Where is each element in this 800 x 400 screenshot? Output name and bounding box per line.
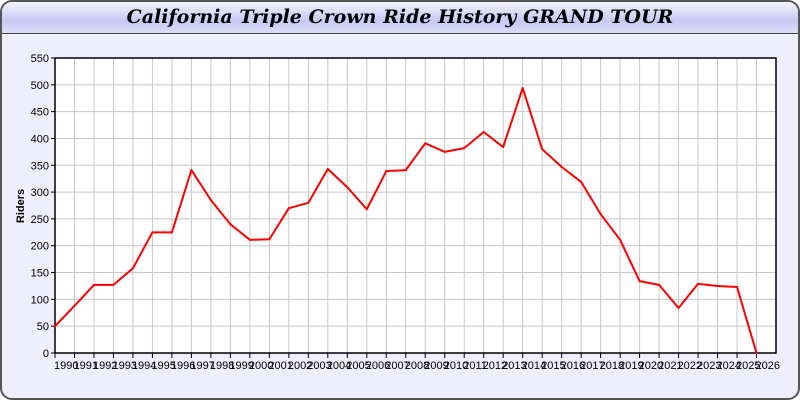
y-axis-label: Riders bbox=[15, 189, 27, 223]
chart-title: California Triple Crown Ride History GRA… bbox=[126, 6, 674, 28]
y-tick-label: 0 bbox=[43, 348, 49, 360]
data-point bbox=[73, 304, 76, 307]
x-tick-label: 1990 bbox=[54, 360, 78, 372]
data-point bbox=[424, 142, 427, 145]
data-point bbox=[443, 150, 446, 153]
data-point bbox=[716, 284, 719, 287]
x-tick-label: 2019 bbox=[619, 360, 643, 372]
title-bar: California Triple Crown Ride History GRA… bbox=[2, 2, 798, 34]
y-tick-label: 400 bbox=[31, 133, 49, 145]
y-tick-label: 100 bbox=[31, 294, 49, 306]
x-tick-label: 2011 bbox=[463, 360, 487, 372]
x-tick-label: 2003 bbox=[307, 360, 331, 372]
y-tick-label: 350 bbox=[31, 160, 49, 172]
y-tick-label: 300 bbox=[31, 187, 49, 199]
data-point bbox=[209, 199, 212, 202]
y-tick-label: 550 bbox=[31, 53, 49, 65]
data-point bbox=[638, 280, 641, 283]
x-tick-label: 1992 bbox=[93, 360, 117, 372]
data-point bbox=[92, 283, 95, 286]
data-point bbox=[365, 208, 368, 211]
y-tick-label: 200 bbox=[31, 241, 49, 253]
data-point bbox=[131, 267, 134, 270]
x-tick-label: 2018 bbox=[600, 360, 624, 372]
x-tick-label: 2016 bbox=[561, 360, 585, 372]
data-point bbox=[346, 186, 349, 189]
x-tick-label: 1999 bbox=[229, 360, 253, 372]
x-tick-label: 2024 bbox=[717, 360, 741, 372]
data-point bbox=[580, 180, 583, 183]
data-point bbox=[307, 201, 310, 204]
x-tick-label: 2021 bbox=[658, 360, 682, 372]
data-point bbox=[229, 223, 232, 226]
data-point bbox=[502, 146, 505, 149]
x-tick-label: 2017 bbox=[580, 360, 604, 372]
y-tick-label: 500 bbox=[31, 80, 49, 92]
x-tick-label: 2014 bbox=[522, 360, 546, 372]
data-point bbox=[697, 282, 700, 285]
data-point bbox=[619, 238, 622, 241]
x-tick-label: 2026 bbox=[756, 360, 780, 372]
x-tick-label: 1996 bbox=[171, 360, 195, 372]
data-point bbox=[755, 352, 758, 354]
y-tick-label: 450 bbox=[31, 107, 49, 119]
data-point bbox=[151, 231, 154, 234]
y-tick-label: 50 bbox=[37, 321, 49, 333]
data-point bbox=[658, 283, 661, 286]
data-point bbox=[599, 213, 602, 216]
x-tick-label: 2020 bbox=[639, 360, 663, 372]
x-tick-label: 1993 bbox=[112, 360, 136, 372]
data-point bbox=[190, 169, 193, 172]
x-tick-label: 2001 bbox=[268, 360, 292, 372]
x-tick-label: 2005 bbox=[346, 360, 370, 372]
plot-border bbox=[54, 57, 777, 354]
x-tick-label: 2013 bbox=[502, 360, 526, 372]
x-tick-label: 2007 bbox=[385, 360, 409, 372]
data-point bbox=[404, 169, 407, 172]
x-tick-label: 2002 bbox=[288, 360, 312, 372]
x-tick-label: 2012 bbox=[483, 360, 507, 372]
x-tick-label: 2000 bbox=[249, 360, 273, 372]
x-tick-label: 2009 bbox=[424, 360, 448, 372]
data-point bbox=[112, 283, 115, 286]
plot-area bbox=[55, 58, 776, 353]
data-point bbox=[170, 231, 173, 234]
x-tick-label: 1997 bbox=[190, 360, 214, 372]
x-tick-label: 2010 bbox=[444, 360, 468, 372]
data-point bbox=[326, 168, 329, 171]
x-tick-label: 2022 bbox=[678, 360, 702, 372]
x-tick-label: 2023 bbox=[697, 360, 721, 372]
y-tick-label: 150 bbox=[31, 268, 49, 280]
data-point bbox=[541, 148, 544, 151]
x-tick-label: 1994 bbox=[132, 360, 156, 372]
data-point bbox=[463, 147, 466, 150]
data-point bbox=[287, 207, 290, 210]
data-point bbox=[482, 131, 485, 134]
y-tick-label: 250 bbox=[31, 214, 49, 226]
x-tick-label: 1991 bbox=[73, 360, 97, 372]
data-point bbox=[54, 325, 56, 328]
x-tick-label: 1998 bbox=[210, 360, 234, 372]
x-tick-label: 2006 bbox=[366, 360, 390, 372]
x-tick-label: 2015 bbox=[541, 360, 565, 372]
data-point bbox=[677, 306, 680, 309]
data-point bbox=[385, 170, 388, 173]
x-tick-label: 1995 bbox=[151, 360, 175, 372]
x-tick-label: 2008 bbox=[405, 360, 429, 372]
x-tick-label: 2004 bbox=[327, 360, 351, 372]
data-point bbox=[248, 238, 251, 241]
data-point bbox=[268, 238, 271, 241]
data-point bbox=[560, 165, 563, 168]
data-point bbox=[736, 286, 739, 289]
data-point bbox=[521, 87, 524, 90]
x-tick-label: 2025 bbox=[736, 360, 760, 372]
